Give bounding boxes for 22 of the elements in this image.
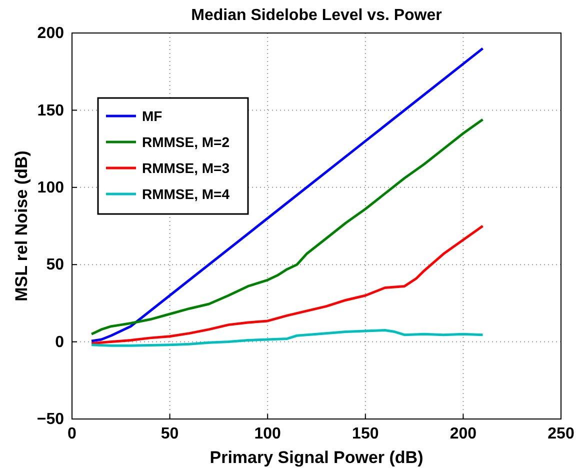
line-series xyxy=(90,47,484,342)
y-axis-title: MSL rel Noise (dB) xyxy=(12,150,31,302)
line-series xyxy=(90,328,484,347)
y-tick-label: 50 xyxy=(46,256,64,274)
x-tick-label: 150 xyxy=(352,425,379,442)
y-tick-label: −50 xyxy=(36,411,64,428)
x-tick-label: 0 xyxy=(68,425,77,442)
y-tick-label: 150 xyxy=(37,102,64,120)
x-tick-label: 250 xyxy=(548,425,574,442)
x-tick-label: 100 xyxy=(254,425,282,442)
legend-label: RMMSE, M=4 xyxy=(142,186,230,202)
x-tick-label: 200 xyxy=(450,425,477,442)
legend-label: RMMSE, M=3 xyxy=(142,160,230,176)
y-tick-label: 0 xyxy=(55,334,64,351)
x-tick-label: 50 xyxy=(160,425,179,442)
chart-title: Median Sidelobe Level vs. Power xyxy=(191,7,442,24)
y-tick-label: 100 xyxy=(37,180,64,197)
x-axis-title: Primary Signal Power (dB) xyxy=(210,448,424,467)
line-series xyxy=(90,224,484,345)
legend-label: RMMSE, M=2 xyxy=(142,134,230,150)
y-tick-label: 200 xyxy=(37,25,64,42)
legend-label: MF xyxy=(142,108,163,124)
